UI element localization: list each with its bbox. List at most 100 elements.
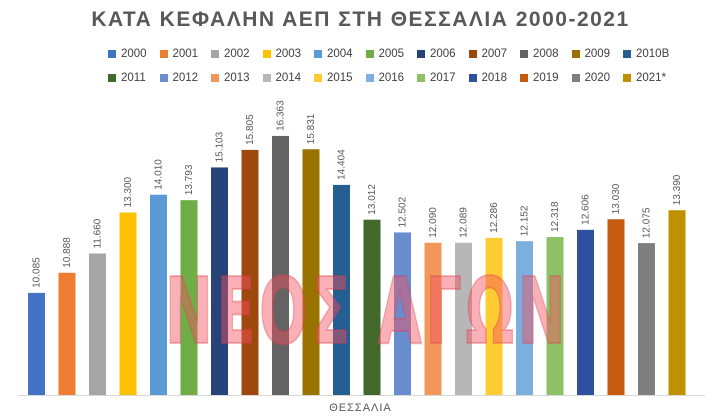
legend-item: 2000 [108,48,147,60]
legend-label: 2016 [378,72,405,84]
bar-2019 [607,219,625,395]
data-label: 15.805 [245,114,256,145]
legend-label: 2020 [584,72,611,84]
data-label: 14.404 [337,149,348,180]
bar-2007 [241,149,259,395]
legend-label: 2001 [172,48,199,60]
bar-2014 [455,242,472,395]
data-label: 12.089 [459,207,470,238]
data-label: 12.502 [398,196,409,227]
legend-item: 2018 [468,72,508,84]
data-label: 12.286 [489,202,500,233]
data-label: 12.075 [642,207,653,238]
data-label: 15.831 [306,113,317,144]
legend-label: 2015 [327,72,353,84]
legend-label: 2000 [121,48,147,60]
data-label: 11.660 [93,218,104,248]
legend-item: 2002 [211,48,250,60]
bar-2000 [28,292,45,395]
data-label: 14.010 [154,159,165,190]
data-label: 13.390 [672,174,683,205]
legend-item: 2007 [468,48,507,60]
legend-label: 2003 [275,48,302,60]
legend-swatch [623,50,631,58]
legend-item: 2005 [365,48,405,60]
data-label: 10.085 [32,257,43,288]
legend-label: 2012 [172,72,199,84]
legend-label: 2019 [533,72,559,84]
legend-item: 2006 [417,48,456,60]
legend-swatch [365,50,374,58]
data-label: 13.012 [367,184,378,215]
legend-swatch [468,50,477,58]
legend-label: 2010B [636,48,670,60]
legend-swatch [159,50,168,58]
legend-swatch [159,74,168,82]
legend-swatch [417,50,425,58]
legend-label: 2009 [584,48,611,60]
bar-2003 [119,212,137,395]
legend-item: 2015 [314,72,353,84]
legend-label: 2021* [636,72,667,84]
bar-2001 [58,272,76,395]
legend-item: 2012 [159,72,199,84]
legend-item: 2011 [108,72,146,84]
legend-swatch [211,74,219,82]
legend-swatch [468,74,477,82]
data-label: 12.090 [428,207,439,238]
bar-2012 [394,232,411,395]
legend-swatch [571,74,580,82]
legend-item: 2020 [571,72,611,84]
bar-2006 [211,167,228,395]
legend-swatch [108,74,116,82]
legend-label: 2017 [430,72,456,84]
legend-swatch [211,50,219,58]
bar-2009 [302,149,320,395]
data-label: 13.793 [184,164,195,195]
bar-2018 [577,229,594,395]
bar-2008 [272,135,289,396]
legend-item: 2014 [262,72,302,84]
legend-label: 2014 [275,72,302,84]
data-label: 13.030 [611,183,622,214]
legend-label: 2011 [121,72,146,84]
bar-2016 [516,241,533,395]
legend-swatch [108,50,116,58]
data-label: 12.606 [581,194,592,225]
legend-label: 2008 [533,48,559,60]
watermark-logo: ΝΕΟΣ ΑΓΩΝ [164,257,570,366]
legend-item: 2009 [571,48,611,60]
legend-swatch [623,74,631,82]
legend-swatch [262,50,271,58]
legend-swatch [314,74,322,82]
legend-swatch [520,74,528,82]
bar-2013 [424,242,442,395]
bar-2004 [150,194,167,395]
legend-item: 2017 [417,72,456,84]
x-axis-label: ΘΕΣΣΑΛΙΑ [329,402,392,414]
legend-label: 2013 [224,72,250,84]
bar-2010B [333,184,350,395]
legend-label: 2002 [224,48,250,60]
legend-item: 2001 [159,48,199,60]
data-label: 13.300 [123,176,134,207]
bar-2017 [546,237,564,395]
bar-2002 [89,253,106,395]
legend-label: 2018 [481,72,508,84]
legend-swatch [365,74,374,82]
legend-item: 2008 [520,48,559,60]
legend-item: 2004 [314,48,353,60]
legend-item: 2003 [262,48,302,60]
legend-label: 2005 [378,48,405,60]
data-label: 15.103 [215,131,226,162]
legend-item: 2019 [520,72,559,84]
legend-swatch [262,74,271,82]
legend-swatch [571,50,580,58]
bar-2020 [638,243,655,395]
data-label: 10.888 [62,237,73,268]
legend-item: 2010B [623,48,669,60]
legend-label: 2006 [430,48,456,60]
data-label: 16.363 [276,100,287,131]
chart-title: ΚΑΤΑ ΚΕΦΑΛΗΝ ΑΕΠ ΣΤΗ ΘΕΣΣΑΛΙΑ 2000-2021 [91,8,630,31]
data-label: 12.318 [550,201,561,232]
